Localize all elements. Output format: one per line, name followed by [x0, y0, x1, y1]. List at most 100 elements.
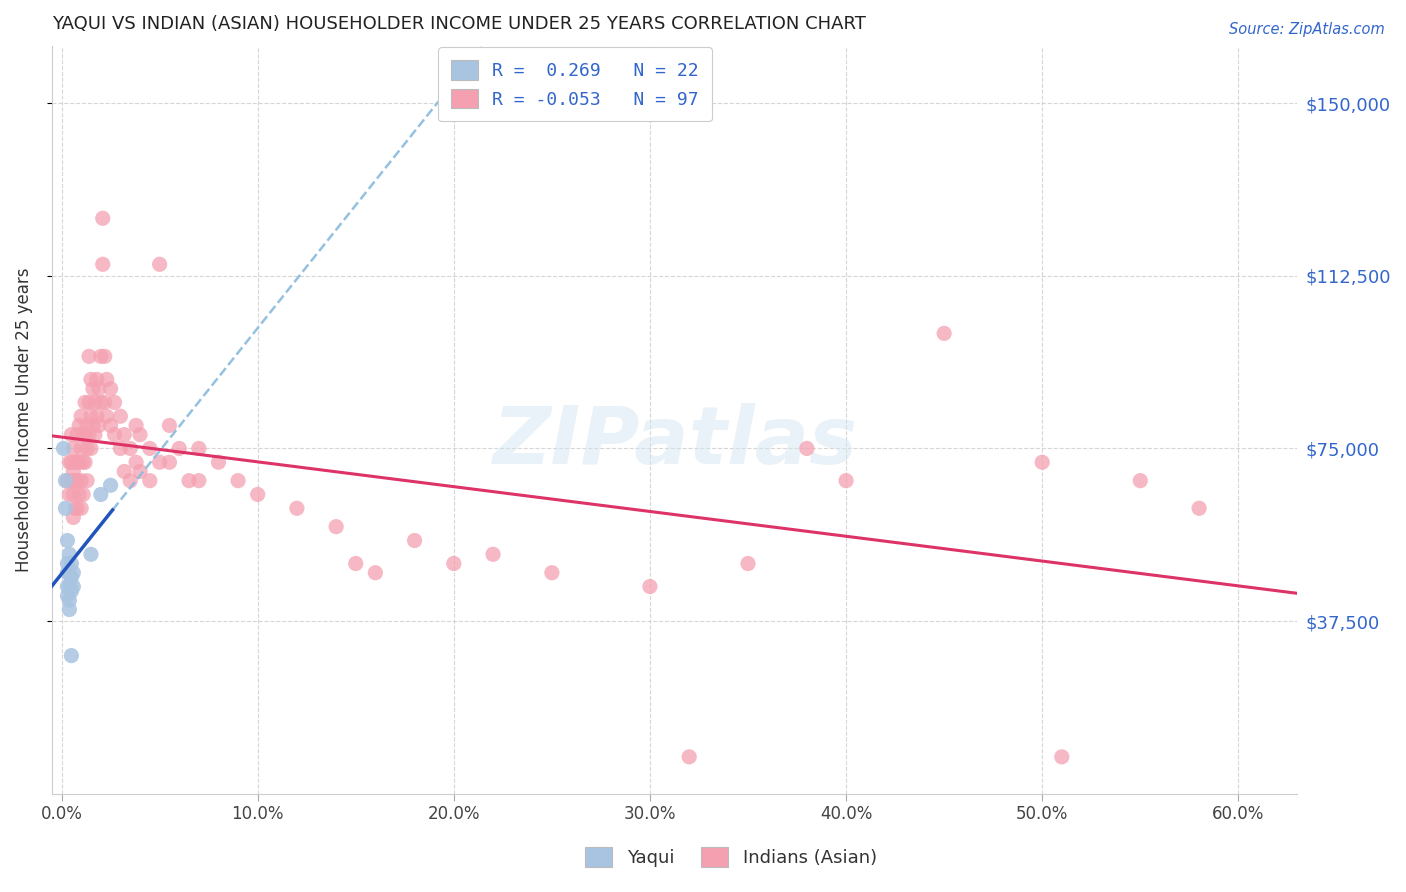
Point — [796, 442, 818, 456]
Point — [76, 474, 98, 488]
Point — [65, 455, 87, 469]
Point — [129, 465, 152, 479]
Point — [56, 566, 79, 580]
Point — [60, 474, 83, 488]
Point — [93, 350, 115, 364]
Point — [482, 547, 505, 561]
Point — [62, 510, 84, 524]
Point — [404, 533, 426, 548]
Point — [83, 427, 105, 442]
Legend: R =  0.269   N = 22, R = -0.053   N = 97: R = 0.269 N = 22, R = -0.053 N = 97 — [439, 47, 711, 121]
Point — [364, 566, 387, 580]
Point — [86, 409, 108, 424]
Legend: Yaqui, Indians (Asian): Yaqui, Indians (Asian) — [578, 839, 884, 874]
Point — [678, 749, 700, 764]
Text: YAQUI VS INDIAN (ASIAN) HOUSEHOLDER INCOME UNDER 25 YEARS CORRELATION CHART: YAQUI VS INDIAN (ASIAN) HOUSEHOLDER INCO… — [52, 15, 866, 33]
Point — [737, 557, 759, 571]
Point — [187, 442, 209, 456]
Point — [66, 427, 89, 442]
Point — [87, 418, 110, 433]
Point — [58, 602, 80, 616]
Point — [76, 442, 98, 456]
Point — [67, 418, 90, 433]
Point — [80, 372, 103, 386]
Point — [70, 501, 93, 516]
Point — [129, 427, 152, 442]
Point — [58, 566, 80, 580]
Point — [187, 474, 209, 488]
Point — [60, 455, 83, 469]
Point — [65, 501, 87, 516]
Point — [246, 487, 269, 501]
Point — [125, 455, 148, 469]
Point — [72, 487, 94, 501]
Point — [52, 442, 75, 456]
Point — [207, 455, 229, 469]
Point — [149, 455, 172, 469]
Point — [75, 455, 97, 469]
Point — [56, 474, 79, 488]
Point — [100, 418, 122, 433]
Point — [443, 557, 465, 571]
Y-axis label: Householder Income Under 25 years: Householder Income Under 25 years — [15, 268, 32, 572]
Text: Source: ZipAtlas.com: Source: ZipAtlas.com — [1229, 22, 1385, 37]
Point — [139, 442, 162, 456]
Point — [66, 455, 89, 469]
Point — [120, 474, 142, 488]
Point — [103, 427, 125, 442]
Point — [159, 455, 181, 469]
Point — [66, 501, 89, 516]
Point — [1050, 749, 1073, 764]
Point — [60, 584, 83, 599]
Point — [177, 474, 200, 488]
Point — [55, 501, 77, 516]
Point — [67, 487, 90, 501]
Point — [96, 372, 118, 386]
Point — [62, 465, 84, 479]
Point — [86, 372, 108, 386]
Point — [638, 580, 661, 594]
Point — [125, 418, 148, 433]
Point — [90, 350, 112, 364]
Point — [87, 382, 110, 396]
Point — [149, 257, 172, 271]
Point — [70, 442, 93, 456]
Point — [56, 580, 79, 594]
Point — [80, 547, 103, 561]
Point — [62, 487, 84, 501]
Point — [58, 593, 80, 607]
Point — [80, 442, 103, 456]
Point — [62, 580, 84, 594]
Point — [66, 474, 89, 488]
Point — [75, 427, 97, 442]
Point — [167, 442, 190, 456]
Point — [60, 427, 83, 442]
Point — [65, 474, 87, 488]
Point — [1188, 501, 1211, 516]
Point — [58, 547, 80, 561]
Point — [112, 465, 135, 479]
Point — [60, 648, 83, 663]
Point — [77, 395, 100, 409]
Point — [80, 409, 103, 424]
Point — [58, 455, 80, 469]
Point — [91, 257, 114, 271]
Point — [110, 409, 132, 424]
Point — [100, 478, 122, 492]
Point — [60, 570, 83, 584]
Point — [226, 474, 249, 488]
Point — [112, 427, 135, 442]
Point — [100, 382, 122, 396]
Point — [70, 409, 93, 424]
Point — [285, 501, 308, 516]
Point — [344, 557, 367, 571]
Point — [139, 474, 162, 488]
Point — [58, 487, 80, 501]
Point — [56, 557, 79, 571]
Point — [93, 395, 115, 409]
Point — [62, 442, 84, 456]
Point — [83, 395, 105, 409]
Point — [934, 326, 956, 341]
Point — [70, 474, 93, 488]
Point — [90, 395, 112, 409]
